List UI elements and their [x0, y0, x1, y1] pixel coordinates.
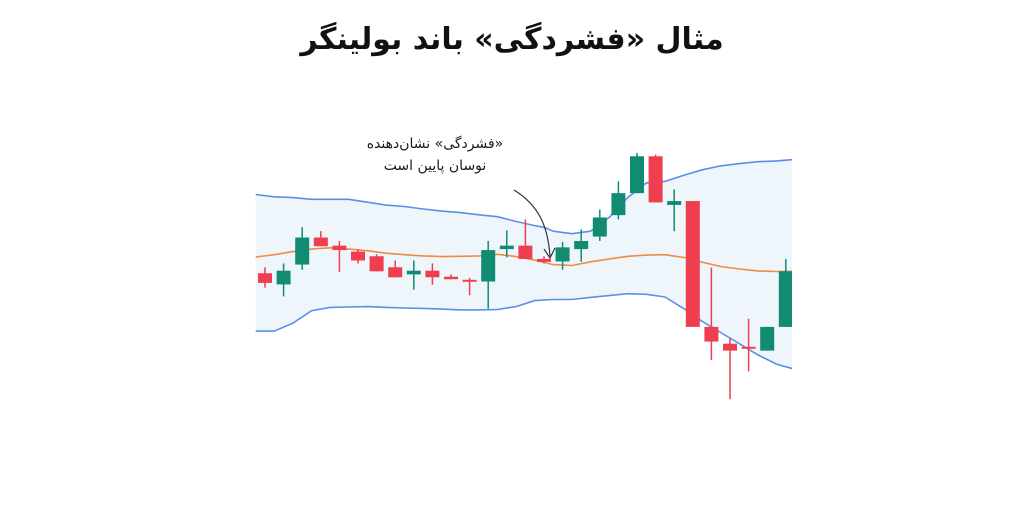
candle-body	[388, 267, 403, 278]
candlestick	[797, 226, 811, 269]
candlestick	[518, 219, 533, 259]
candle-body	[425, 270, 440, 278]
candle-body	[797, 241, 811, 260]
candle-body	[574, 241, 589, 250]
candlestick	[481, 241, 496, 309]
candlestick	[351, 249, 365, 264]
candle-body	[704, 326, 719, 342]
candlestick	[648, 154, 663, 203]
candlestick	[388, 260, 403, 278]
candle-body	[499, 245, 514, 250]
candle-body	[481, 250, 496, 282]
candle-body	[332, 245, 347, 251]
candlestick	[499, 230, 514, 258]
candlestick	[611, 181, 626, 220]
candlestick	[741, 318, 756, 372]
candle-body	[537, 258, 551, 262]
candlestick	[555, 241, 570, 270]
candlestick	[258, 267, 272, 288]
squeeze-annotation: «فشردگی» نشان‌دهنده نوسان پایین است	[330, 133, 540, 177]
candle-body	[592, 217, 607, 237]
candle-body	[258, 273, 272, 283]
annotation-line-1: «فشردگی» نشان‌دهنده	[366, 136, 504, 152]
candlestick	[462, 277, 477, 296]
candle-body	[295, 237, 310, 265]
candle-body	[276, 270, 291, 285]
candlestick	[444, 274, 458, 280]
candlestick	[295, 227, 310, 270]
candle-body	[816, 240, 830, 243]
candle-body	[685, 201, 700, 327]
candlestick	[778, 258, 792, 327]
candlestick	[406, 260, 421, 290]
candlestick	[630, 152, 644, 194]
candle-body	[648, 156, 663, 203]
candle-body	[778, 271, 792, 327]
candle-body	[630, 156, 644, 194]
candlestick	[704, 267, 719, 361]
candlestick	[276, 263, 291, 297]
candlestick	[667, 189, 682, 232]
candlestick	[592, 209, 607, 242]
bollinger-band-fill	[255, 159, 792, 369]
candle-body	[760, 326, 775, 351]
candle-body	[406, 270, 421, 275]
candlestick	[369, 254, 384, 272]
candlestick	[574, 229, 589, 262]
candle-body	[723, 343, 737, 351]
candle-body	[462, 279, 477, 282]
candlestick	[537, 256, 551, 264]
annotation-line-2: نوسان پایین است	[383, 158, 487, 174]
candle-body	[518, 245, 533, 259]
candlestick	[760, 326, 775, 351]
candle-body	[611, 193, 626, 216]
candle-body	[667, 201, 682, 205]
candlestick	[816, 238, 830, 244]
candle-body	[351, 251, 365, 261]
candlestick	[332, 241, 347, 272]
candlestick	[313, 231, 328, 247]
candlestick	[685, 201, 700, 327]
candlesticks	[258, 152, 830, 400]
chart-title: مثال «فشردگی» باند بولینگر	[300, 22, 724, 57]
upper-bollinger-band	[255, 158, 792, 235]
candlestick	[723, 338, 737, 400]
lower-bollinger-band	[255, 292, 792, 370]
candle-body	[369, 256, 384, 272]
candlestick	[425, 263, 440, 285]
candle-body	[313, 237, 328, 247]
annotation-arrowhead	[543, 247, 556, 260]
annotation-arrow	[513, 189, 551, 257]
candle-body	[555, 247, 570, 262]
candle-body	[741, 346, 756, 349]
candle-body	[444, 276, 458, 280]
